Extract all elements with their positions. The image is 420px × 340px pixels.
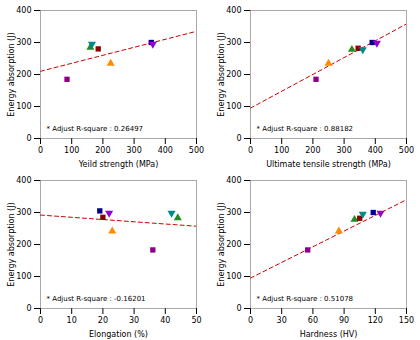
svg-text:Ultimate tensile strength (MPa: Ultimate tensile strength (MPa) xyxy=(266,160,391,169)
svg-text:400: 400 xyxy=(226,6,241,15)
svg-text:0: 0 xyxy=(248,316,253,325)
svg-text:200: 200 xyxy=(305,146,320,155)
svg-text:200: 200 xyxy=(226,70,241,79)
svg-text:Energy absorption (J): Energy absorption (J) xyxy=(7,32,16,116)
svg-text:60: 60 xyxy=(308,316,318,325)
svg-text:200: 200 xyxy=(95,146,110,155)
svg-text:300: 300 xyxy=(226,38,241,47)
svg-text:Yeild strength (MPa): Yeild strength (MPa) xyxy=(78,160,159,169)
svg-text:* Adjust R-square : 0.88182: * Adjust R-square : 0.88182 xyxy=(257,125,354,133)
svg-text:200: 200 xyxy=(226,240,241,249)
svg-text:200: 200 xyxy=(16,70,31,79)
svg-text:300: 300 xyxy=(336,146,351,155)
svg-text:400: 400 xyxy=(368,146,383,155)
svg-text:0: 0 xyxy=(26,134,31,143)
svg-text:300: 300 xyxy=(126,146,141,155)
svg-text:300: 300 xyxy=(16,38,31,47)
svg-text:0: 0 xyxy=(38,316,43,325)
svg-text:0: 0 xyxy=(236,134,241,143)
svg-text:100: 100 xyxy=(16,102,31,111)
svg-text:0: 0 xyxy=(26,304,31,313)
svg-text:0: 0 xyxy=(236,304,241,313)
svg-text:100: 100 xyxy=(64,146,79,155)
svg-text:* Adjust R-square : -0.16201: * Adjust R-square : -0.16201 xyxy=(47,295,146,303)
svg-text:Energy absorption (J): Energy absorption (J) xyxy=(217,32,226,116)
svg-text:500: 500 xyxy=(189,146,204,155)
svg-text:Energy absorption (J): Energy absorption (J) xyxy=(7,202,16,286)
svg-text:90: 90 xyxy=(339,316,349,325)
svg-text:300: 300 xyxy=(226,208,241,217)
svg-text:10: 10 xyxy=(67,316,77,325)
svg-text:0: 0 xyxy=(38,146,43,155)
svg-text:400: 400 xyxy=(226,176,241,185)
svg-text:150: 150 xyxy=(399,316,414,325)
svg-text:Hardness (HV): Hardness (HV) xyxy=(300,330,358,339)
svg-text:Energy absorption (J): Energy absorption (J) xyxy=(217,202,226,286)
svg-text:100: 100 xyxy=(226,102,241,111)
svg-text:100: 100 xyxy=(274,146,289,155)
svg-text:Elongation (%): Elongation (%) xyxy=(89,330,148,339)
svg-text:400: 400 xyxy=(158,146,173,155)
svg-text:30: 30 xyxy=(129,316,139,325)
svg-text:120: 120 xyxy=(368,316,383,325)
svg-text:40: 40 xyxy=(160,316,170,325)
svg-text:400: 400 xyxy=(16,176,31,185)
svg-text:300: 300 xyxy=(16,208,31,217)
svg-text:20: 20 xyxy=(98,316,108,325)
svg-text:50: 50 xyxy=(191,316,201,325)
svg-text:100: 100 xyxy=(16,272,31,281)
svg-text:0: 0 xyxy=(248,146,253,155)
svg-text:* Adjust R-square : 0.51078: * Adjust R-square : 0.51078 xyxy=(257,295,354,303)
svg-text:* Adjust R-square : 0.26497: * Adjust R-square : 0.26497 xyxy=(47,125,144,133)
svg-text:400: 400 xyxy=(16,6,31,15)
svg-text:30: 30 xyxy=(277,316,287,325)
svg-text:100: 100 xyxy=(226,272,241,281)
svg-text:500: 500 xyxy=(399,146,414,155)
svg-text:200: 200 xyxy=(16,240,31,249)
